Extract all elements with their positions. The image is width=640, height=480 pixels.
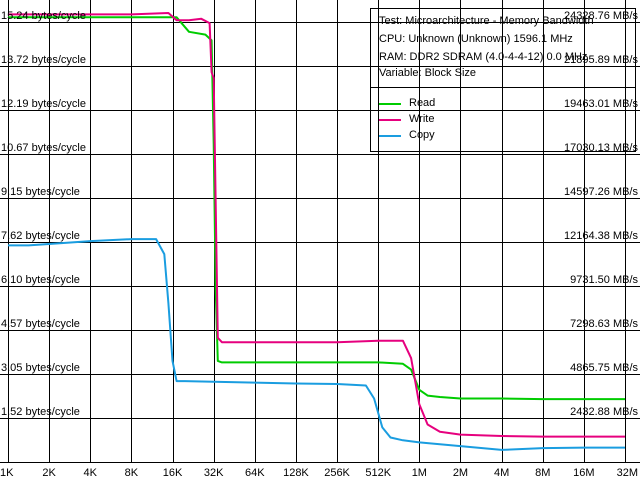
y-tick-right-3: 9731.50 MB/s — [570, 274, 638, 286]
x-tick-128K: 128K — [283, 467, 309, 479]
y-tick-left-1: 3.05 bytes/cycle — [1, 362, 80, 374]
legend-swatch-write — [379, 119, 401, 121]
x-tick-32K: 32K — [204, 467, 224, 479]
info-ram: RAM: DDR2 SDRAM (4.0-4-4-12) 0.0 MHz — [379, 51, 588, 63]
legend-label-write: Write — [409, 113, 435, 125]
y-tick-right-0: 2432.88 MB/s — [570, 406, 638, 418]
legend-swatch-copy — [379, 135, 401, 137]
legend-box: Test: Microarchitecture - Memory Bandwid… — [370, 8, 636, 152]
y-tick-right-2: 7298.63 MB/s — [570, 318, 638, 330]
series-lines — [8, 12, 625, 451]
info-cpu: CPU: Unknown (Unknown) 1596.1 MHz — [379, 33, 573, 45]
x-tick-2K: 2K — [42, 467, 56, 479]
x-tick-2M: 2M — [453, 467, 468, 479]
axis-labels: 1.52 bytes/cycle 3.05 bytes/cycle 4.57 byt… — [0, 10, 638, 479]
x-tick-32M: 32M — [617, 467, 638, 479]
legend-label-read: Read — [409, 97, 436, 109]
grid — [0, 0, 640, 463]
y-tick-left-8: 13.72 bytes/cycle — [1, 54, 86, 66]
x-tick-8M: 8M — [535, 467, 550, 479]
y-tick-left-3: 6.10 bytes/cycle — [1, 274, 80, 286]
x-tick-4K: 4K — [84, 467, 98, 479]
y-tick-right-1: 4865.75 MB/s — [570, 362, 638, 374]
y-tick-left-5: 9.15 bytes/cycle — [1, 186, 80, 198]
info-variable: Variable: Block Size — [379, 67, 477, 79]
x-tick-8K: 8K — [125, 467, 139, 479]
series-line-copy — [8, 238, 625, 451]
x-tick-256K: 256K — [324, 467, 350, 479]
x-tick-4M: 4M — [494, 467, 509, 479]
y-tick-left-6: 10.67 bytes/cycle — [1, 142, 86, 154]
legend-swatch-read — [379, 103, 401, 105]
x-tick-512K: 512K — [365, 467, 391, 479]
legend-separator — [371, 87, 635, 88]
y-tick-left-9: 15.24 bytes/cycle — [1, 10, 86, 22]
y-tick-left-0: 1.52 bytes/cycle — [1, 406, 80, 418]
y-tick-right-4: 12164.38 MB/s — [564, 230, 638, 242]
y-tick-right-6: 17030.13 MB/s — [564, 142, 638, 154]
info-test: Test: Microarchitecture - Memory Bandwid… — [379, 15, 594, 27]
series-line-write — [8, 12, 625, 438]
legend-label-copy: Copy — [409, 129, 435, 141]
x-tick-1M: 1M — [412, 467, 427, 479]
x-tick-16M: 16M — [573, 467, 594, 479]
y-tick-right-7: 19463.01 MB/s — [564, 98, 638, 110]
y-tick-left-7: 12.19 bytes/cycle — [1, 98, 86, 110]
y-tick-left-2: 4.57 bytes/cycle — [1, 318, 80, 330]
y-tick-right-8: 21895.89 MB/s — [564, 54, 638, 66]
x-tick-1K: 1K — [0, 467, 14, 479]
y-tick-left-4: 7.62 bytes/cycle — [1, 230, 80, 242]
x-tick-64K: 64K — [245, 467, 265, 479]
y-tick-right-5: 14597.26 MB/s — [564, 186, 638, 198]
series-line-read — [8, 16, 625, 401]
x-tick-16K: 16K — [163, 467, 183, 479]
y-tick-right-9: 24328.76 MB/s — [564, 10, 638, 22]
